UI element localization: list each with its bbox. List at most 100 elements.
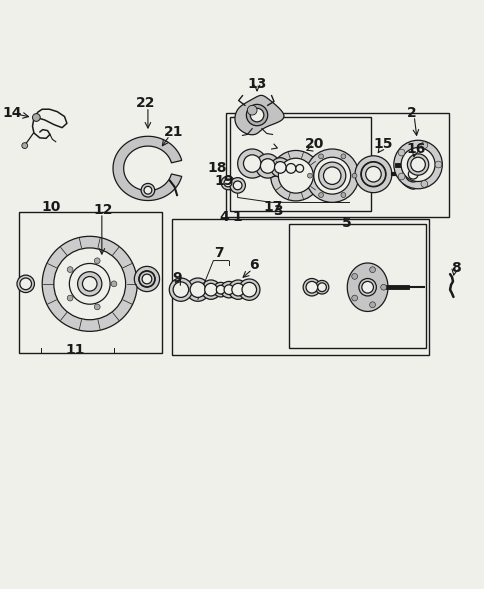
Circle shape bbox=[250, 108, 263, 122]
Circle shape bbox=[318, 154, 323, 159]
Circle shape bbox=[305, 282, 317, 293]
Circle shape bbox=[233, 181, 242, 190]
Polygon shape bbox=[347, 263, 387, 312]
Bar bbox=[225, 112, 448, 217]
Circle shape bbox=[361, 282, 373, 293]
Polygon shape bbox=[400, 163, 430, 189]
Circle shape bbox=[237, 149, 266, 178]
Text: 16: 16 bbox=[406, 142, 425, 156]
Text: 11: 11 bbox=[65, 343, 85, 358]
Text: 15: 15 bbox=[373, 137, 392, 151]
Circle shape bbox=[408, 170, 417, 179]
Bar bbox=[230, 117, 370, 211]
Circle shape bbox=[144, 186, 151, 194]
Circle shape bbox=[22, 143, 28, 148]
Circle shape bbox=[369, 302, 375, 307]
Circle shape bbox=[229, 178, 245, 193]
Text: 20: 20 bbox=[304, 137, 323, 151]
Circle shape bbox=[42, 236, 137, 332]
Circle shape bbox=[397, 149, 404, 156]
Circle shape bbox=[238, 279, 259, 300]
Circle shape bbox=[274, 161, 286, 173]
Text: 10: 10 bbox=[41, 200, 60, 214]
Circle shape bbox=[358, 279, 376, 296]
Circle shape bbox=[54, 248, 125, 320]
Circle shape bbox=[94, 304, 100, 310]
Circle shape bbox=[94, 258, 100, 264]
Circle shape bbox=[111, 281, 117, 287]
Circle shape bbox=[134, 266, 159, 292]
Circle shape bbox=[315, 280, 328, 294]
Circle shape bbox=[228, 280, 247, 299]
Circle shape bbox=[351, 173, 356, 178]
Circle shape bbox=[260, 158, 274, 173]
Circle shape bbox=[351, 295, 357, 301]
Circle shape bbox=[216, 285, 225, 294]
Text: 22: 22 bbox=[136, 96, 155, 110]
Polygon shape bbox=[234, 95, 283, 135]
Circle shape bbox=[351, 273, 357, 279]
Circle shape bbox=[400, 148, 434, 181]
Circle shape bbox=[354, 155, 391, 193]
Circle shape bbox=[20, 278, 31, 290]
Bar bbox=[172, 219, 428, 355]
Circle shape bbox=[317, 283, 326, 292]
Circle shape bbox=[318, 162, 345, 189]
Circle shape bbox=[293, 162, 305, 175]
Circle shape bbox=[32, 114, 40, 121]
Circle shape bbox=[420, 142, 427, 148]
Circle shape bbox=[246, 104, 267, 125]
Text: 21: 21 bbox=[164, 125, 183, 139]
Circle shape bbox=[77, 272, 102, 296]
Circle shape bbox=[190, 282, 205, 297]
Circle shape bbox=[393, 140, 441, 188]
Circle shape bbox=[220, 282, 237, 298]
Circle shape bbox=[307, 173, 312, 178]
Text: 6: 6 bbox=[248, 259, 258, 272]
Circle shape bbox=[295, 164, 303, 172]
Text: 19: 19 bbox=[214, 174, 233, 187]
Circle shape bbox=[278, 158, 313, 193]
Circle shape bbox=[61, 256, 118, 312]
Circle shape bbox=[67, 267, 73, 273]
Circle shape bbox=[313, 157, 350, 194]
Circle shape bbox=[410, 157, 424, 172]
Circle shape bbox=[340, 193, 345, 197]
Circle shape bbox=[270, 158, 289, 177]
Text: 18: 18 bbox=[207, 161, 227, 176]
Circle shape bbox=[340, 154, 345, 159]
Circle shape bbox=[142, 274, 151, 284]
Circle shape bbox=[82, 277, 97, 291]
Circle shape bbox=[434, 161, 441, 168]
Text: 14: 14 bbox=[3, 105, 22, 120]
Text: 13: 13 bbox=[247, 77, 266, 91]
Circle shape bbox=[361, 162, 385, 186]
Circle shape bbox=[407, 154, 428, 175]
Circle shape bbox=[173, 282, 188, 297]
Circle shape bbox=[270, 150, 320, 201]
Circle shape bbox=[365, 167, 380, 182]
Circle shape bbox=[213, 282, 227, 297]
Circle shape bbox=[69, 263, 110, 304]
Circle shape bbox=[17, 275, 34, 293]
Text: 9: 9 bbox=[172, 270, 182, 284]
Text: 4: 4 bbox=[219, 210, 228, 224]
Text: 8: 8 bbox=[450, 261, 460, 275]
Bar bbox=[19, 212, 162, 353]
Circle shape bbox=[138, 271, 155, 287]
Text: 7: 7 bbox=[214, 246, 224, 260]
Circle shape bbox=[169, 278, 192, 302]
Text: 5: 5 bbox=[341, 216, 351, 230]
Text: 1: 1 bbox=[232, 210, 242, 224]
Circle shape bbox=[255, 154, 279, 178]
Circle shape bbox=[139, 271, 154, 287]
Circle shape bbox=[302, 279, 320, 296]
Circle shape bbox=[369, 267, 375, 273]
Circle shape bbox=[397, 173, 404, 180]
Circle shape bbox=[141, 183, 154, 197]
Text: 3: 3 bbox=[272, 204, 282, 218]
Circle shape bbox=[323, 167, 340, 184]
Circle shape bbox=[242, 282, 256, 297]
Circle shape bbox=[231, 283, 244, 296]
Polygon shape bbox=[113, 136, 182, 200]
